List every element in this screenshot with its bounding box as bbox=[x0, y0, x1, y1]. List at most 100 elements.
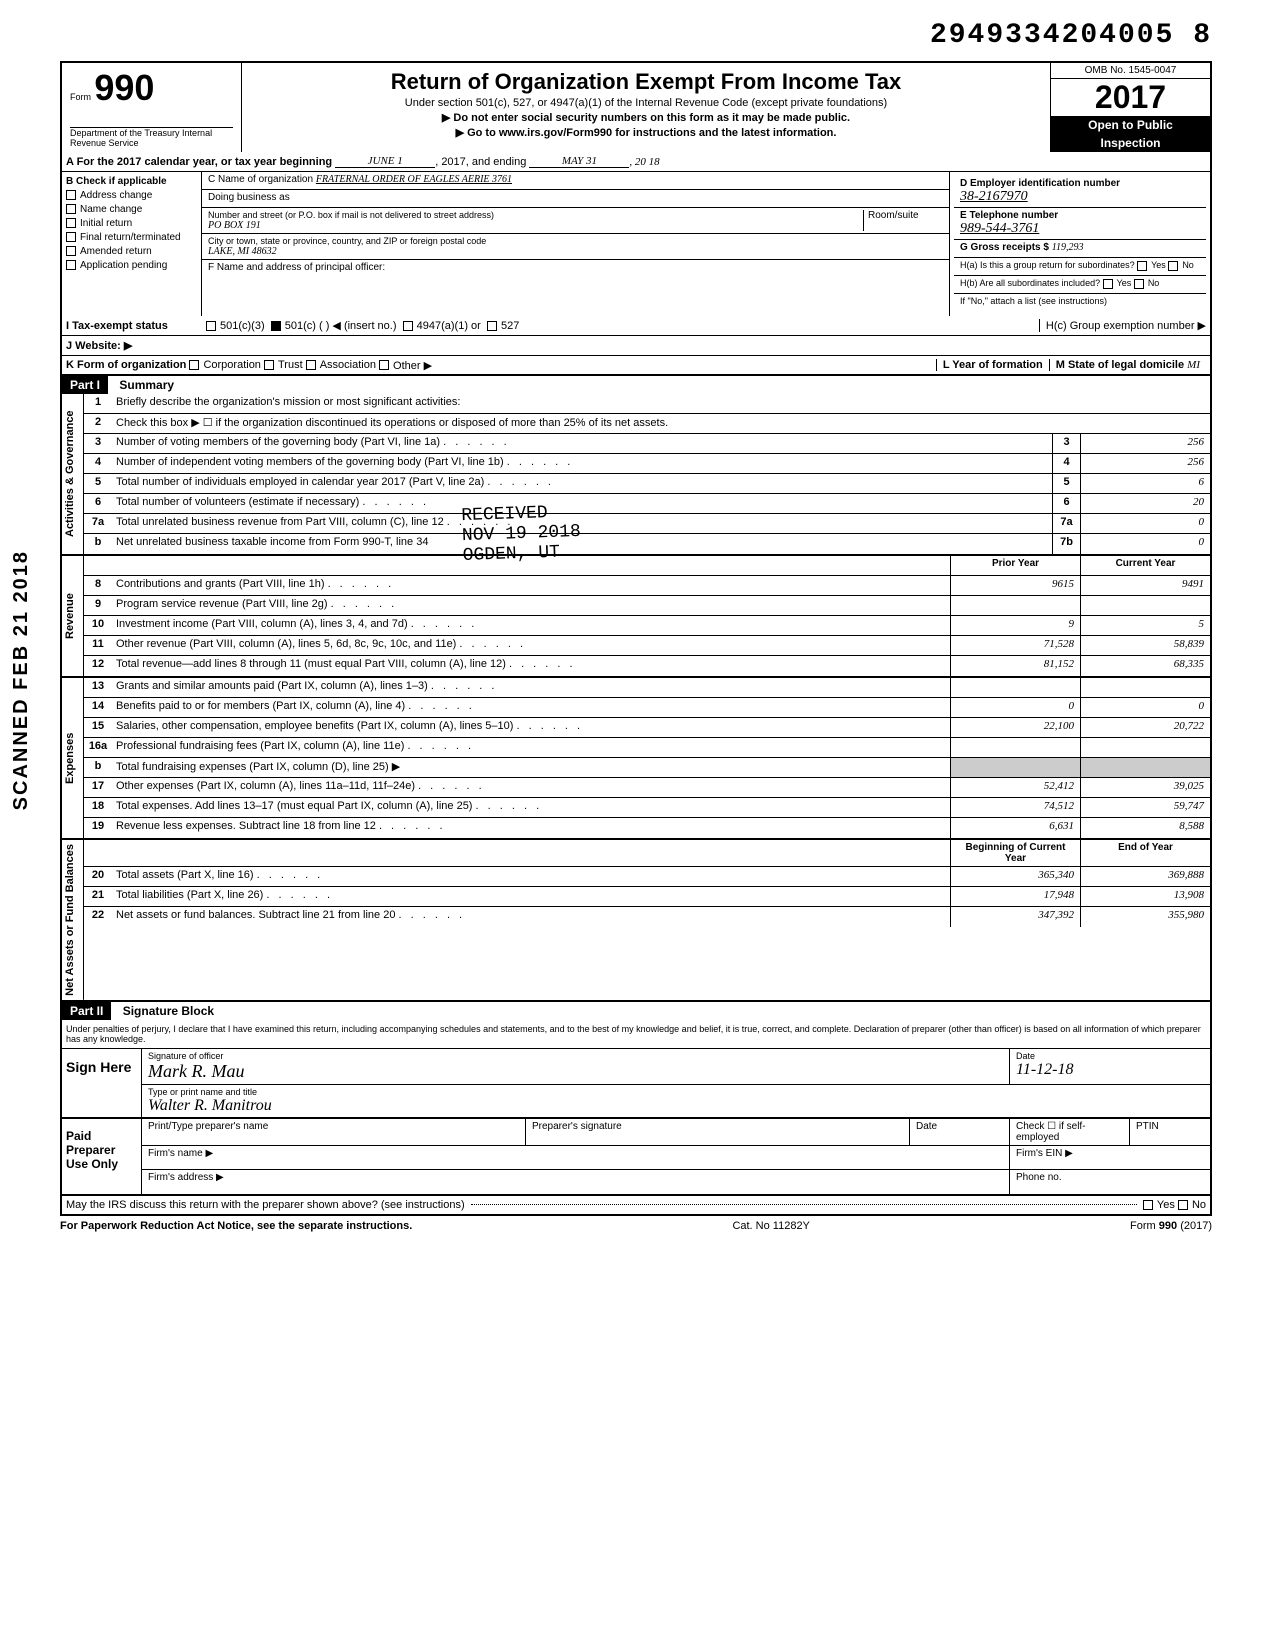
omb-number: OMB No. 1545-0047 bbox=[1051, 63, 1210, 79]
summary-row: 12Total revenue—add lines 8 through 11 (… bbox=[84, 656, 1210, 676]
current-year-val bbox=[1080, 678, 1210, 697]
prep-date-label: Date bbox=[910, 1119, 1010, 1145]
scanned-stamp: SCANNED FEB 21 2018 bbox=[10, 550, 33, 810]
sig-label: Signature of officer bbox=[148, 1051, 1003, 1061]
row-val: 256 bbox=[1080, 434, 1210, 453]
summary-row: 22Net assets or fund balances. Subtract … bbox=[84, 907, 1210, 927]
summary-row: 9Program service revenue (Part VIII, lin… bbox=[84, 596, 1210, 616]
h-attach: If "No," attach a list (see instructions… bbox=[954, 294, 1206, 312]
part1-label: Part I bbox=[62, 376, 108, 394]
row-text: Grants and similar amounts paid (Part IX… bbox=[112, 678, 950, 697]
row-num: 14 bbox=[84, 698, 112, 717]
col-begin-year: Beginning of Current Year bbox=[950, 840, 1080, 866]
checkbox-item: Address change bbox=[66, 190, 197, 201]
summary-row: bNet unrelated business taxable income f… bbox=[84, 534, 1210, 554]
open-public1: Open to Public bbox=[1051, 116, 1210, 134]
line-i-label: I Tax-exempt status bbox=[66, 320, 168, 332]
prior-year-val bbox=[950, 758, 1080, 777]
line-k-label: K Form of organization bbox=[66, 359, 186, 371]
current-year-val: 13,908 bbox=[1080, 887, 1210, 906]
firm-phone-label: Phone no. bbox=[1010, 1170, 1210, 1194]
prior-year-val: 17,948 bbox=[950, 887, 1080, 906]
row-num: 3 bbox=[84, 434, 112, 453]
officer-signature: Mark R. Mau bbox=[148, 1061, 1003, 1082]
footer-right: Form 990 (2017) bbox=[1130, 1220, 1212, 1232]
checkbox-item: Amended return bbox=[66, 246, 197, 257]
prior-year-val bbox=[950, 596, 1080, 615]
row-box: 6 bbox=[1052, 494, 1080, 513]
prior-year-val bbox=[950, 678, 1080, 697]
row-num: 19 bbox=[84, 818, 112, 838]
part2-title: Signature Block bbox=[115, 1004, 214, 1018]
line-i: I Tax-exempt status 501(c)(3) 501(c) ( )… bbox=[60, 316, 1212, 336]
room-label: Room/suite bbox=[863, 210, 943, 231]
row-text: Other revenue (Part VIII, column (A), li… bbox=[112, 636, 950, 655]
row-text: Total revenue—add lines 8 through 11 (mu… bbox=[112, 656, 950, 676]
form-header: Form 990 Department of the Treasury Inte… bbox=[60, 61, 1212, 152]
prior-year-val: 365,340 bbox=[950, 867, 1080, 886]
summary-row: 20Total assets (Part X, line 16) . . . .… bbox=[84, 867, 1210, 887]
prior-year-val: 6,631 bbox=[950, 818, 1080, 838]
summary-row: 3Number of voting members of the governi… bbox=[84, 434, 1210, 454]
row-num: b bbox=[84, 758, 112, 777]
opt-501c3: 501(c)(3) bbox=[220, 320, 265, 332]
row-text: Number of voting members of the governin… bbox=[112, 434, 1052, 453]
summary-row: 1Briefly describe the organization's mis… bbox=[84, 394, 1210, 414]
row-val: 0 bbox=[1080, 514, 1210, 533]
h-c: H(c) Group exemption number ▶ bbox=[1039, 319, 1206, 332]
part2-header: Part II Signature Block bbox=[60, 1002, 1212, 1020]
summary-row: 18Total expenses. Add lines 13–17 (must … bbox=[84, 798, 1210, 818]
section-bcd: B Check if applicable Address changeName… bbox=[60, 172, 1212, 316]
current-year-val: 0 bbox=[1080, 698, 1210, 717]
row-text: Investment income (Part VIII, column (A)… bbox=[112, 616, 950, 635]
opt-other: Other ▶ bbox=[393, 359, 432, 372]
summary-row: 8Contributions and grants (Part VIII, li… bbox=[84, 576, 1210, 596]
row-num: 15 bbox=[84, 718, 112, 737]
form-subtitle2: ▶ Do not enter social security numbers o… bbox=[248, 111, 1044, 124]
row-num: 11 bbox=[84, 636, 112, 655]
row-box: 4 bbox=[1052, 454, 1080, 473]
city: LAKE, MI 48632 bbox=[208, 246, 943, 257]
name-title-label: Type or print name and title bbox=[148, 1087, 1204, 1097]
row-num: 5 bbox=[84, 474, 112, 493]
row-text: Net assets or fund balances. Subtract li… bbox=[112, 907, 950, 927]
prior-year-val: 22,100 bbox=[950, 718, 1080, 737]
row-text: Total fundraising expenses (Part IX, col… bbox=[112, 758, 950, 777]
line-a-label: A For the 2017 calendar year, or tax yea… bbox=[66, 156, 332, 168]
line-j: J Website: ▶ bbox=[60, 336, 1212, 356]
row-text: Other expenses (Part IX, column (A), lin… bbox=[112, 778, 950, 797]
officer-label: F Name and address of principal officer: bbox=[202, 260, 949, 290]
line-a: A For the 2017 calendar year, or tax yea… bbox=[60, 152, 1212, 172]
current-year-val bbox=[1080, 758, 1210, 777]
sign-block: Sign Here Signature of officer Mark R. M… bbox=[60, 1048, 1212, 1119]
current-year-val: 59,747 bbox=[1080, 798, 1210, 817]
current-year-val: 58,839 bbox=[1080, 636, 1210, 655]
current-year-val: 5 bbox=[1080, 616, 1210, 635]
street: PO BOX 191 bbox=[208, 220, 863, 231]
footer-mid: Cat. No 11282Y bbox=[732, 1220, 809, 1232]
prior-year-val: 74,512 bbox=[950, 798, 1080, 817]
footer-left: For Paperwork Reduction Act Notice, see … bbox=[60, 1220, 412, 1232]
row-text: Benefits paid to or for members (Part IX… bbox=[112, 698, 950, 717]
row-num: 17 bbox=[84, 778, 112, 797]
state: MI bbox=[1187, 359, 1200, 371]
row-num: 12 bbox=[84, 656, 112, 676]
summary-row: 16aProfessional fundraising fees (Part I… bbox=[84, 738, 1210, 758]
row-val: 256 bbox=[1080, 454, 1210, 473]
summary-table: Activities & Governance1Briefly describe… bbox=[60, 394, 1212, 1002]
discuss-yes: Yes bbox=[1157, 1199, 1175, 1211]
summary-row: 19Revenue less expenses. Subtract line 1… bbox=[84, 818, 1210, 838]
form-number: 990 bbox=[94, 67, 154, 108]
summary-row: 11Other revenue (Part VIII, column (A), … bbox=[84, 636, 1210, 656]
row-text: Salaries, other compensation, employee b… bbox=[112, 718, 950, 737]
form-subtitle1: Under section 501(c), 527, or 4947(a)(1)… bbox=[248, 97, 1044, 109]
opt-assoc: Association bbox=[320, 359, 376, 371]
row-box: 3 bbox=[1052, 434, 1080, 453]
row-text: Contributions and grants (Part VIII, lin… bbox=[112, 576, 950, 595]
row-num: 21 bbox=[84, 887, 112, 906]
row-num: 10 bbox=[84, 616, 112, 635]
checkbox-item: Application pending bbox=[66, 260, 197, 271]
row-text: Total number of volunteers (estimate if … bbox=[112, 494, 1052, 513]
row-num: 6 bbox=[84, 494, 112, 513]
current-year-val: 68,335 bbox=[1080, 656, 1210, 676]
